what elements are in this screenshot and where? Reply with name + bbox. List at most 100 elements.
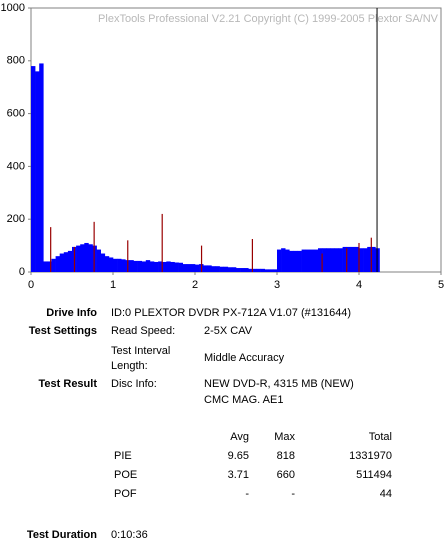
bar [43, 261, 48, 272]
bar [190, 264, 196, 272]
bar [195, 264, 200, 272]
bar [215, 266, 220, 272]
bar [88, 244, 93, 272]
bar [326, 248, 331, 272]
bar [359, 248, 364, 272]
bar [371, 246, 376, 272]
bar [117, 258, 122, 272]
bar [309, 249, 315, 272]
chart-title: PlexTools Professional V2.21 Copyright (… [98, 13, 439, 25]
bar [39, 63, 44, 272]
y-tick-label: 1000 [1, 2, 25, 14]
bar [342, 246, 347, 272]
bar [63, 252, 69, 272]
cell: 818 [277, 450, 295, 462]
col-header: Avg [230, 431, 249, 443]
bar [203, 265, 208, 272]
bar [100, 253, 106, 272]
bar [174, 262, 179, 272]
bar [96, 249, 101, 272]
value: 2-5X CAV [204, 325, 253, 337]
y-tick-label: 800 [7, 55, 25, 67]
cell: 44 [380, 488, 392, 500]
bar [318, 248, 323, 272]
cell: 1331970 [349, 450, 392, 462]
bar [322, 248, 327, 272]
bar [285, 249, 290, 272]
bar [207, 265, 212, 272]
x-tick-label: 1 [110, 279, 116, 291]
x-tick-label: 2 [192, 279, 198, 291]
bar [149, 261, 155, 272]
y-tick-label: 200 [7, 213, 25, 225]
bar [297, 250, 302, 272]
bar [256, 268, 261, 272]
bar [231, 267, 237, 272]
bar [367, 246, 372, 272]
cell: 3.71 [228, 469, 249, 481]
bar [244, 268, 249, 272]
bar [268, 269, 274, 272]
bar [35, 71, 40, 272]
bar [313, 249, 319, 272]
bar [182, 264, 188, 272]
bar [104, 256, 110, 272]
bar [211, 266, 216, 272]
field: Test Interval [111, 345, 170, 357]
plot-frame [30, 7, 442, 273]
bar [248, 268, 253, 272]
bar [162, 261, 167, 272]
bar [330, 248, 335, 272]
bar [375, 248, 380, 272]
value: CMC MAG. AE1 [204, 394, 283, 406]
bar [178, 262, 183, 272]
bar [137, 260, 142, 272]
bar [346, 246, 352, 272]
bar [166, 261, 171, 272]
bar [260, 268, 265, 272]
bar [121, 259, 126, 272]
bar [293, 250, 298, 272]
label: Drive Info [46, 307, 97, 319]
bar [227, 267, 233, 272]
bar [277, 249, 282, 272]
row-label: POF [114, 488, 137, 500]
bar [264, 269, 270, 272]
bar [305, 249, 311, 272]
bar [145, 260, 151, 272]
x-tick-label: 4 [356, 279, 362, 291]
bar [158, 261, 163, 272]
bar [289, 250, 294, 272]
y-tick-label: 400 [7, 160, 25, 172]
bar [350, 246, 356, 272]
bar [80, 244, 85, 272]
cell: 9.65 [228, 450, 249, 462]
value: 0:10:36 [111, 529, 148, 541]
y-tick-label: 0 [19, 266, 25, 278]
cell: 660 [277, 469, 295, 481]
value: NEW DVD-R, 4315 MB (NEW) [204, 378, 354, 390]
field: Read Speed: [111, 325, 175, 337]
x-tick-label: 0 [28, 279, 34, 291]
bar [59, 253, 65, 272]
bar [354, 246, 360, 272]
bar [154, 261, 159, 272]
bar [108, 257, 114, 272]
row-label: PIE [114, 450, 132, 462]
row-label: POE [114, 469, 137, 481]
bar [133, 260, 138, 272]
field: Disc Info: [111, 378, 157, 390]
bar [113, 258, 118, 272]
bar [281, 248, 286, 272]
bar [76, 245, 81, 272]
bar [67, 250, 73, 272]
bar [55, 256, 60, 272]
bar [363, 248, 368, 272]
bar [84, 242, 89, 272]
label: Test Settings [29, 325, 97, 337]
bar [31, 66, 36, 272]
bar [47, 261, 52, 272]
col-header: Total [369, 431, 392, 443]
bar [252, 268, 257, 272]
